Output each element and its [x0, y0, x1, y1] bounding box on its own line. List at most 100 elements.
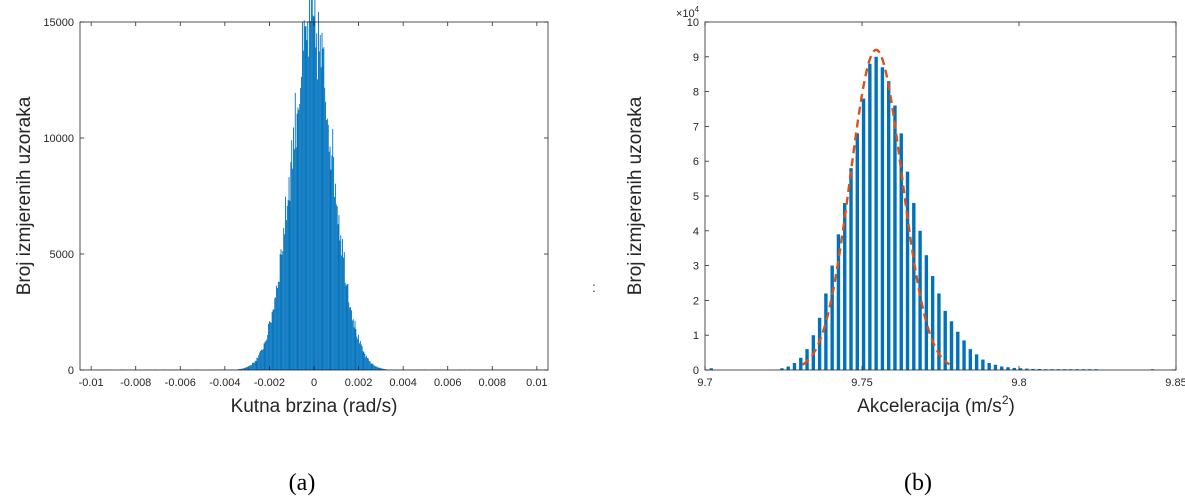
histogram-bar	[362, 351, 364, 370]
y-tick-label: 10	[687, 17, 699, 29]
histogram-bar	[291, 140, 293, 370]
histogram-bar	[937, 293, 941, 370]
x-ticks-a: -0.01 -0.008 -0.006 -0.004 -0.002 0 0.002 0.004…	[79, 22, 548, 389]
histogram-bar	[962, 340, 966, 370]
histogram-bar	[981, 359, 985, 370]
histogram-bar	[1025, 368, 1029, 370]
histogram-bar	[316, 33, 318, 371]
x-axis-label-b: Akceleracija (m/s2)	[857, 393, 1015, 417]
separator-mark: :	[592, 279, 596, 295]
x-tick-label: 0.008	[479, 377, 507, 389]
histogram-bar	[350, 307, 351, 370]
histogram-bar	[301, 21, 303, 371]
histogram-bar	[293, 149, 295, 370]
histogram-bar	[350, 310, 352, 370]
histogram-bar	[874, 56, 878, 371]
y-tick-label: 15000	[43, 17, 74, 29]
histogram-bar	[256, 357, 258, 370]
histogram-bar	[318, 51, 320, 371]
histogram-bar	[243, 368, 245, 370]
histogram-bar	[344, 282, 346, 370]
histogram-bar	[893, 105, 897, 371]
histogram-bar	[264, 342, 266, 370]
histogram-bar	[830, 265, 834, 370]
histogram-bar	[299, 104, 301, 370]
histogram-bar	[1006, 367, 1010, 370]
histogram-bar	[381, 368, 383, 370]
histogram-bar	[259, 352, 261, 370]
histogram-bar	[993, 364, 998, 370]
histogram-bar	[263, 343, 265, 370]
y-tick-label: 0	[693, 365, 699, 377]
histogram-bar	[868, 63, 872, 370]
histogram-bar	[253, 362, 255, 370]
histogram-bar	[290, 162, 292, 370]
histogram-bar	[799, 357, 803, 370]
x-tick-label: -0.01	[79, 377, 104, 389]
histogram-bar	[266, 339, 268, 370]
histogram-bar	[359, 340, 361, 370]
histogram-bar	[285, 196, 286, 370]
histogram-bar	[968, 349, 973, 370]
histogram-bar	[298, 110, 300, 371]
histogram-bar	[905, 171, 910, 370]
histogram-bar	[274, 298, 276, 370]
histogram-bar	[383, 368, 384, 370]
histogram-bar	[257, 357, 259, 370]
histogram-bar	[247, 366, 249, 370]
histogram-bar	[372, 363, 374, 370]
histogram-bar	[323, 47, 325, 371]
histogram-bar	[320, 67, 322, 371]
histogram-bar	[383, 369, 385, 370]
histogram-bar	[855, 133, 859, 370]
histogram-bar	[244, 368, 245, 370]
y-tick-label: 5000	[50, 249, 74, 261]
histogram-bar	[375, 366, 377, 370]
histogram-bar	[371, 363, 373, 370]
histogram-bar	[924, 255, 929, 370]
histogram-bar	[250, 365, 252, 370]
histogram-bar	[273, 309, 275, 370]
histogram-bar	[373, 365, 375, 370]
histogram-bar	[252, 362, 253, 370]
histogram-bar	[318, 12, 319, 371]
x-tick-label: -0.006	[165, 377, 196, 389]
histogram-bar	[283, 227, 285, 370]
histogram-bar	[279, 254, 281, 370]
histogram-bar	[375, 366, 376, 370]
histogram-bar	[270, 322, 272, 370]
y-axis-label-b: Broj izmjerenih uzoraka	[625, 96, 646, 295]
histogram-bar	[356, 336, 358, 370]
histogram-bar	[912, 202, 916, 370]
histogram-bar	[956, 331, 960, 370]
histogram-bar	[382, 368, 384, 370]
histogram-bar	[943, 310, 947, 370]
histogram-bar	[345, 285, 347, 370]
histogram-bar	[246, 367, 248, 370]
histogram-bar	[260, 350, 261, 370]
gaussian-fit-curve	[801, 48, 950, 366]
histogram-bar	[326, 118, 328, 370]
histogram-bar	[268, 321, 270, 370]
histogram-bar	[309, 0, 310, 370]
histogram-bar	[334, 196, 335, 370]
histogram-bar	[254, 360, 256, 370]
histogram-bar	[241, 368, 243, 370]
histogram-bar	[309, 21, 311, 370]
x-tick-label: 0.004	[389, 377, 417, 389]
histogram-bar	[861, 98, 866, 370]
histogram-bar	[843, 202, 847, 370]
histogram-bar	[343, 252, 345, 370]
histogram-bar	[304, 26, 306, 371]
histogram-bar	[248, 366, 250, 370]
histogram-bar	[1031, 368, 1035, 370]
histogram-bar	[987, 363, 991, 370]
histogram-bar	[384, 369, 386, 370]
histogram-bar	[370, 363, 372, 370]
histogram-bar	[314, 0, 316, 370]
histogram-bar	[238, 369, 240, 370]
histogram-bar	[792, 363, 797, 370]
histogram-bar	[1000, 366, 1004, 370]
x-tick-label: 9.75	[851, 377, 872, 389]
